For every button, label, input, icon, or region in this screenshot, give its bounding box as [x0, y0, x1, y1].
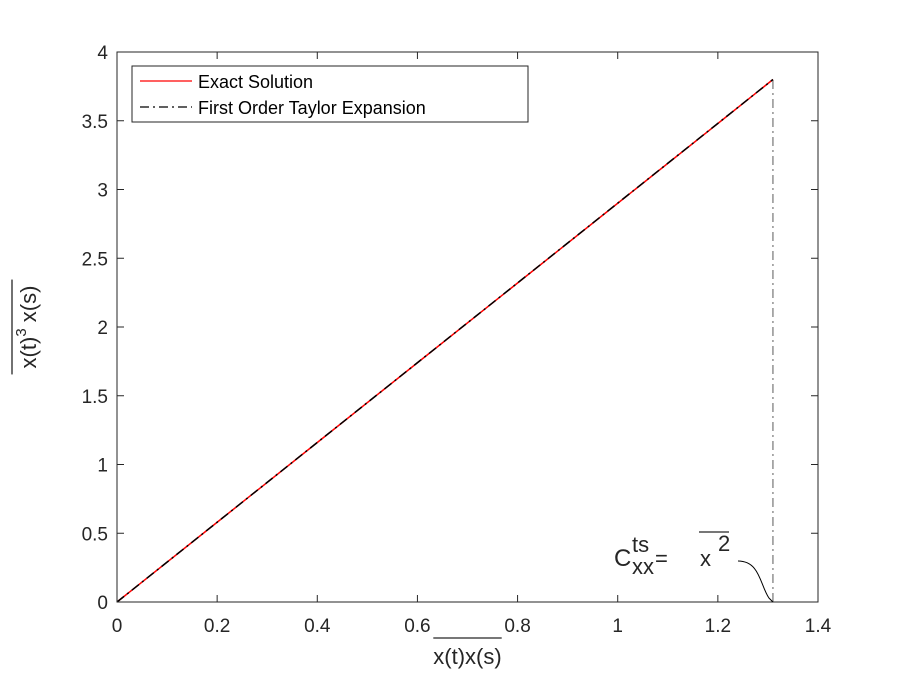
- legend-label-exact-solution: Exact Solution: [198, 72, 313, 92]
- legend: Exact Solution First Order Taylor Expans…: [131, 65, 529, 123]
- x-tick-label: 1.4: [805, 616, 832, 637]
- annotation-pointer: [737, 560, 774, 603]
- annotation-c-sub: xx: [632, 554, 654, 579]
- annotation-rhs-sup: 2: [718, 531, 730, 556]
- y-axis-label-text: x(t)3 x(s): [13, 286, 41, 369]
- x-tick-label: 0.6: [404, 616, 430, 637]
- x-tick-label: 1.2: [705, 616, 731, 637]
- annotation-c-sup: ts: [632, 532, 649, 557]
- y-tick-label: 3: [97, 181, 108, 202]
- y-tick-label: 1: [97, 456, 108, 477]
- y-tick-label: 3.5: [82, 112, 108, 133]
- y-tick-label: 0.5: [82, 524, 108, 545]
- x-tick-label: 0.2: [204, 616, 230, 637]
- y-axis-label-tail: x(s): [16, 286, 41, 329]
- annotation: C ts xx = x 2: [614, 531, 774, 603]
- x-axis-label: x(t)x(s): [433, 637, 502, 669]
- x-tick-label: 0: [112, 616, 123, 637]
- x-tick-label: 1: [612, 616, 623, 637]
- annotation-c: C: [614, 545, 631, 572]
- x-axis-label-text: x(t)x(s): [433, 644, 501, 669]
- legend-label-taylor-expansion: First Order Taylor Expansion: [198, 98, 426, 118]
- y-tick-label: 2.5: [82, 249, 108, 270]
- y-tick-label: 2: [97, 318, 108, 339]
- y-tick-label: 1.5: [82, 387, 108, 408]
- plot-lines: [116, 78, 774, 603]
- axis-ticks: 0 0.2 0.4 0.6 0.8 1 1.2 1.4 0 0.5 1 1.5 2 2.5 3 3.5 4: [82, 43, 832, 637]
- y-tick-label: 0: [97, 593, 108, 614]
- axes-box: [116, 51, 819, 603]
- legend-box: [131, 65, 529, 123]
- y-tick-label: 4: [97, 43, 108, 64]
- annotation-rhs: x: [700, 546, 711, 571]
- x-tick-label: 0.8: [504, 616, 530, 637]
- series-line-1: [116, 78, 774, 603]
- y-axis-label: x(t)3 x(s): [11, 279, 41, 375]
- x-tick-label: 0.4: [304, 616, 331, 637]
- y-axis-label-sup: 3: [13, 328, 30, 336]
- y-axis-label-base: x(t): [16, 337, 41, 369]
- annotation-equals: =: [655, 546, 668, 571]
